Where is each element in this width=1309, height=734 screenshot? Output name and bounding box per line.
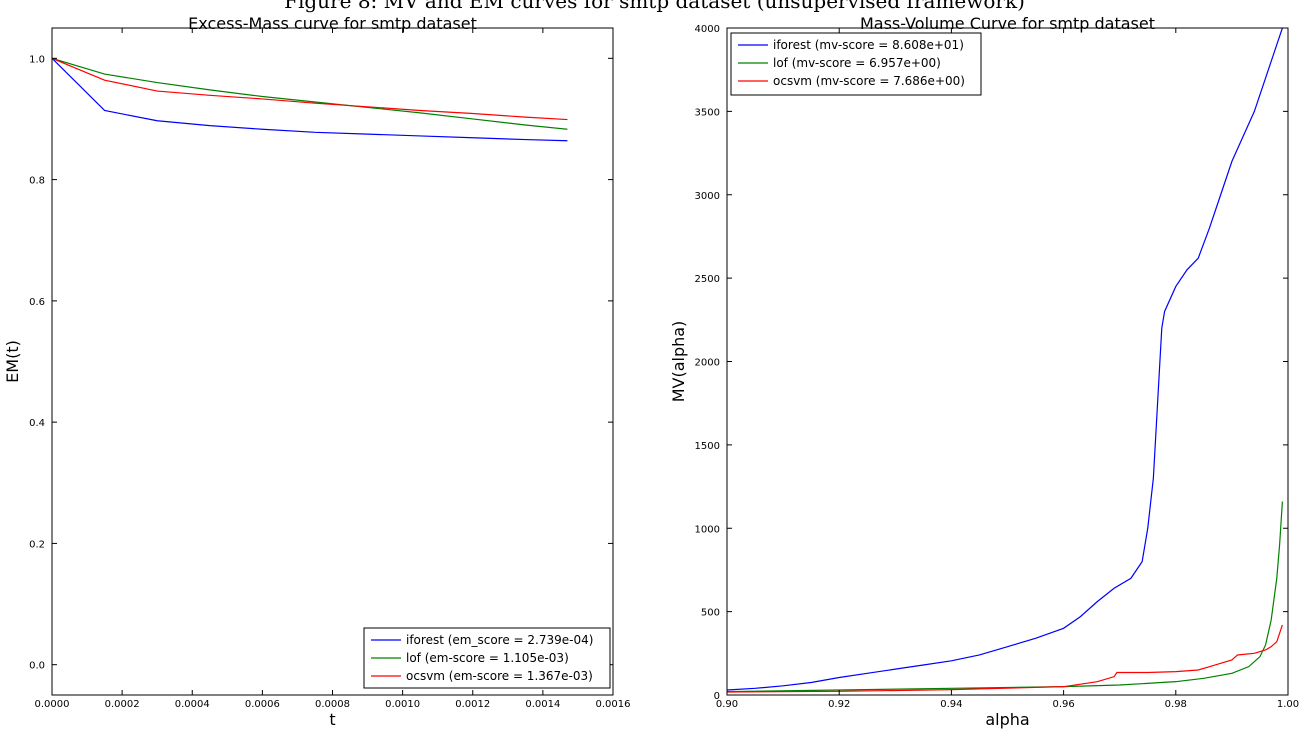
plot-frame [51, 27, 614, 696]
x-tick-label: 0.0014 [525, 699, 560, 710]
y-tick-label: 2000 [695, 358, 720, 369]
y-tick-label: 3000 [695, 191, 720, 202]
legend-label: ocsvm (mv-score = 7.686e+00) [773, 74, 965, 88]
y-tick-label: 0.8 [29, 176, 45, 187]
x-tick-label: 0.96 [1052, 699, 1074, 710]
x-tick-label: 0.0004 [175, 699, 210, 710]
legend-label: ocsvm (em-score = 1.367e-03) [406, 669, 593, 683]
legend: iforest (mv-score = 8.608e+01) lof (mv-sc… [730, 32, 982, 96]
y-tick-label: 0 [714, 691, 720, 702]
legend: iforest (em_score = 2.739e-04) lof (em-sc… [363, 627, 611, 689]
legend-box [363, 627, 611, 689]
y-tick-label: 0.0 [29, 661, 45, 672]
x-tick-label: 0.98 [1165, 699, 1187, 710]
series-line-iforest [727, 28, 1283, 691]
mass-volume-chart: Mass-Volume Curve for smtp dataset 0.90 0.… [669, 14, 1299, 729]
legend-label: lof (em-score = 1.105e-03) [406, 651, 569, 665]
plot-frame [726, 27, 1289, 696]
x-tick-label: 0.0008 [315, 699, 350, 710]
legend-box [730, 32, 982, 96]
x-axis-label: t [329, 710, 335, 729]
figure-caption: Figure 8: MV and EM curves for smtp data… [284, 0, 1025, 13]
legend-label: iforest (mv-score = 8.608e+01) [773, 38, 964, 52]
series-line-iforest [52, 57, 568, 142]
x-tick-label: 0.90 [716, 699, 738, 710]
y-tick-label: 1.0 [29, 54, 45, 65]
x-tick-label: 0.0012 [455, 699, 490, 710]
series-line-ocsvm [52, 57, 568, 121]
x-tick-label: 0.0010 [385, 699, 420, 710]
legend-label: iforest (em_score = 2.739e-04) [406, 633, 593, 647]
legend-label: lof (mv-score = 6.957e+00) [773, 56, 941, 70]
x-tick-label: 0.0006 [245, 699, 280, 710]
y-tick-label: 0.4 [29, 418, 45, 429]
x-tick-label: 0.0002 [105, 699, 140, 710]
y-axis-label: EM(t) [3, 340, 22, 383]
y-tick-label: 1000 [695, 524, 720, 535]
x-tick-label: 0.94 [940, 699, 962, 710]
y-tick-label: 4000 [695, 24, 720, 35]
x-axis-label: alpha [985, 710, 1029, 729]
chart-title: Mass-Volume Curve for smtp dataset [860, 14, 1155, 33]
y-tick-label: 0.6 [29, 297, 45, 308]
y-tick-label: 1500 [695, 441, 720, 452]
y-axis-label: MV(alpha) [669, 321, 688, 403]
series-line-lof [52, 57, 568, 130]
series-line-ocsvm [727, 624, 1283, 693]
series-line-lof [727, 501, 1283, 693]
excess-mass-chart: Excess-Mass curve for smtp dataset0.0000… [3, 14, 631, 729]
x-tick-label: 1.00 [1277, 699, 1299, 710]
y-tick-label: 500 [701, 608, 720, 619]
x-tick-label: 0.92 [828, 699, 850, 710]
x-tick-label: 0.0016 [596, 699, 631, 710]
y-tick-label: 0.2 [29, 539, 45, 550]
y-tick-label: 3500 [695, 107, 720, 118]
y-tick-label: 2500 [695, 274, 720, 285]
x-tick-label: 0.0000 [35, 699, 70, 710]
